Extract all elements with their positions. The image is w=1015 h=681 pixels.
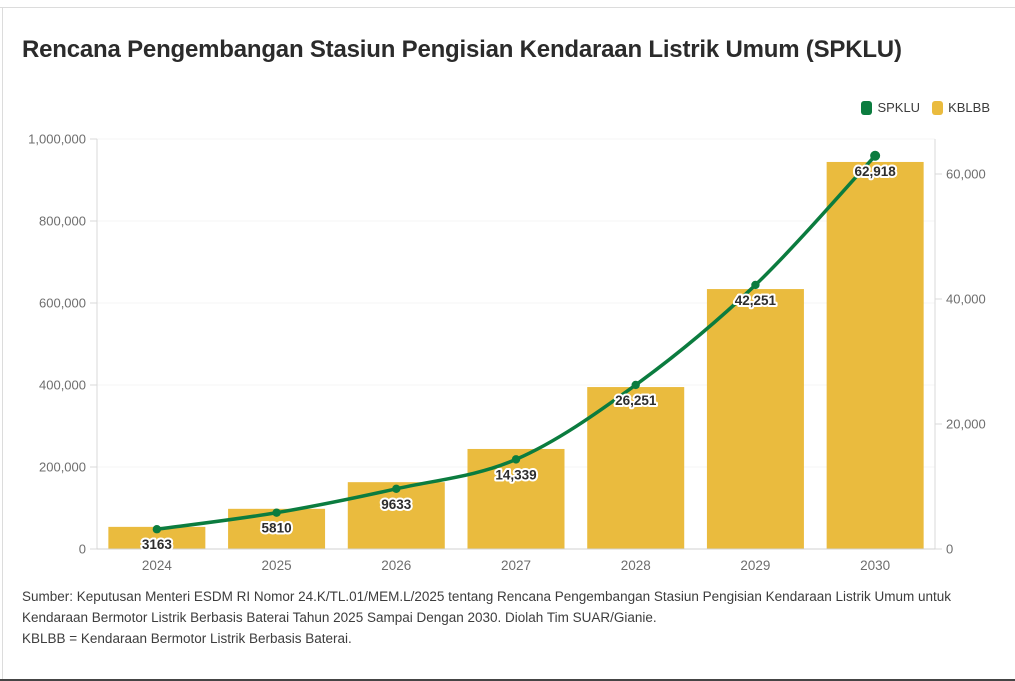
footer: Sumber: Keputusan Menteri ESDM RI Nomor … [22,587,962,650]
x-axis-label-2026: 2026 [381,558,411,573]
line-point-2025 [272,508,281,517]
data-label-2028: 26,251 [615,393,657,408]
data-label-2024: 3163 [142,537,173,552]
legend-item-kblbb: KBLBB [932,100,990,115]
y-axis-right-label: 20,000 [946,417,986,432]
line-point-2027 [511,455,521,464]
x-axis-label-2024: 2024 [142,558,173,573]
line-point-2024 [152,525,162,534]
card-border-top [0,7,1015,8]
source-note: Sumber: Keputusan Menteri ESDM RI Nomor … [22,589,952,625]
legend: SPKLU KBLBB [861,100,990,115]
legend-label-kblbb: KBLBB [948,100,990,115]
bar-2028 [587,387,685,549]
bar-2027 [467,448,565,549]
data-label-2030: 62,918 [854,164,896,179]
line-point-2026 [392,484,401,493]
y-axis-left-label: 1,000,000 [28,132,86,147]
y-axis-left-label: 0 [79,542,86,557]
y-axis-right-label: 40,000 [946,292,986,307]
data-label-2025: 5810 [262,521,292,536]
data-label-2026: 9633 [381,497,412,512]
data-label-2029: 42,251 [735,293,777,308]
legend-item-spklu: SPKLU [861,100,920,115]
y-axis-left-label: 200,000 [39,460,86,475]
legend-label-spklu: SPKLU [877,100,921,115]
x-axis-label-2029: 2029 [740,558,770,573]
y-axis-left-label: 400,000 [39,378,86,393]
bar-2030 [826,161,924,549]
card-border-left [2,7,3,681]
page-title: Rencana Pengembangan Stasiun Pengisian K… [22,36,902,64]
spklu-swatch-icon [861,100,873,115]
bar-2029 [706,289,804,549]
bar-2024 [108,526,206,549]
bar-2026 [347,482,445,549]
abbreviation-note: KBLBB = Kendaraan Bermotor Listrik Berba… [22,630,352,646]
y-axis-left-label: 800,000 [39,214,86,229]
data-label-2027: 14,339 [495,467,536,482]
line-point-2030 [870,150,881,161]
x-axis-label-2030: 2030 [860,558,890,573]
x-axis-label-2025: 2025 [262,558,292,573]
kblbb-swatch-icon [932,100,944,115]
line-point-2028 [631,380,640,390]
x-axis-label-2028: 2028 [621,558,651,573]
y-axis-right-label: 0 [946,542,953,557]
x-axis-label-2027: 2027 [501,558,531,573]
window-edge-bottom [0,679,1015,681]
y-axis-left-label: 600,000 [39,296,86,311]
y-axis-right-label: 60,000 [946,167,986,182]
line-point-2029 [751,280,760,290]
